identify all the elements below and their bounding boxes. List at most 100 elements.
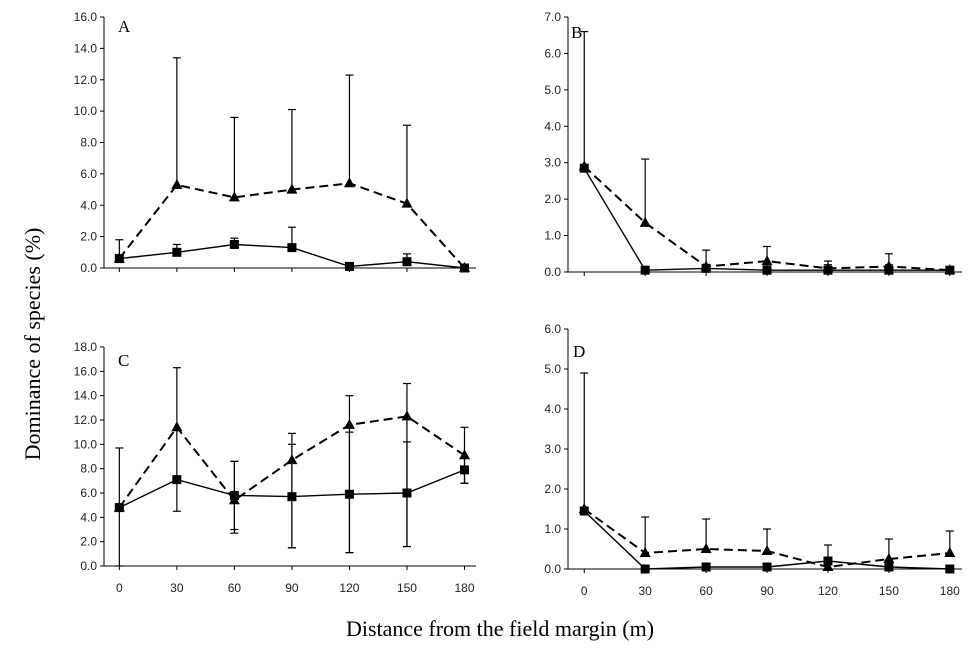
square-marker (402, 257, 412, 267)
square-marker (114, 254, 124, 264)
y-tick-label: 1.0 (544, 522, 561, 536)
series-triangle (578, 503, 956, 571)
square-marker (114, 503, 124, 513)
x-axis-title: Distance from the field margin (m) (346, 616, 654, 641)
x-tick-label: 90 (285, 581, 299, 595)
panel-letter: D (573, 342, 585, 361)
square-marker (344, 489, 354, 499)
series-line (118, 182, 466, 269)
y-tick-label: 12.0 (74, 73, 98, 87)
triangle-marker (171, 178, 183, 189)
x-tick-label: 150 (397, 581, 417, 595)
triangle-marker (639, 547, 651, 557)
square-marker (701, 263, 711, 273)
square-marker (172, 247, 182, 257)
x-tick-label: 60 (228, 581, 242, 595)
square-marker (287, 492, 297, 502)
y-tick-label: 10.0 (74, 437, 98, 451)
square-marker (459, 263, 469, 273)
series-triangle (113, 57, 470, 272)
triangle-marker (883, 553, 895, 563)
x-tick-label: 0 (581, 584, 588, 598)
x-tick-label: 0 (116, 581, 123, 595)
x-tick-label: 90 (760, 584, 774, 598)
triangle-marker (822, 561, 834, 571)
x-tick-label: 120 (818, 584, 838, 598)
x-tick-label: 180 (940, 584, 960, 598)
square-marker (640, 265, 650, 275)
square-marker (762, 562, 772, 572)
x-tick-label: 150 (879, 584, 899, 598)
square-marker (459, 465, 469, 475)
panel-letter: A (118, 17, 131, 36)
triangle-marker (761, 545, 773, 555)
chart-panel-c: 0.0 2.0 4.0 6.0 8.0 10.0 12.0 14.0 16.0 18.0 0 30 60… (74, 340, 476, 595)
x-tick-label: 30 (638, 584, 652, 598)
series-square (114, 431, 469, 554)
triangle-marker (286, 183, 298, 194)
y-tick-label: 4.0 (544, 402, 561, 416)
y-tick-label: 3.0 (544, 156, 561, 170)
y-tick-label: 5.0 (544, 83, 561, 97)
series-triangle (578, 158, 956, 275)
panel-letter: B (571, 23, 582, 42)
series-square (114, 226, 469, 273)
y-tick-label: 16.0 (74, 364, 98, 378)
y-tick-label: 4.0 (544, 119, 561, 133)
chart-panel-b: 0.0 1.0 2.0 3.0 4.0 5.0 6.0 7.0 B (544, 10, 962, 279)
y-tick-label: 18.0 (74, 340, 98, 354)
series-square (579, 30, 955, 275)
y-tick-label: 4.0 (80, 510, 97, 524)
y-tick-label: 12.0 (74, 413, 98, 427)
square-marker (287, 243, 297, 253)
y-tick-label: 2.0 (544, 482, 561, 496)
y-tick-label: 1.0 (544, 229, 561, 243)
y-tick-label: 14.0 (74, 389, 98, 403)
y-tick-label: 14.0 (74, 41, 98, 55)
square-marker (402, 488, 412, 498)
chart-panel-a: 0.0 2.0 4.0 6.0 8.0 10.0 12.0 14.0 16.0 A (74, 10, 476, 275)
y-tick-label: 0.0 (80, 261, 97, 275)
square-marker (823, 265, 833, 275)
panel-letter: C (118, 351, 129, 370)
triangle-marker (700, 543, 712, 553)
x-tick-label: 120 (339, 581, 359, 595)
triangle-marker (343, 418, 355, 429)
y-tick-label: 2.0 (544, 192, 561, 206)
y-tick-label: 6.0 (80, 486, 97, 500)
triangle-marker (401, 197, 413, 208)
square-marker (229, 490, 239, 500)
series-square (579, 372, 955, 574)
triangle-marker (228, 191, 240, 202)
square-marker (344, 261, 354, 271)
square-marker (172, 475, 182, 485)
y-tick-label: 2.0 (80, 535, 97, 549)
y-tick-label: 10.0 (74, 104, 98, 118)
triangle-marker (171, 421, 183, 432)
y-tick-label: 7.0 (544, 10, 561, 24)
triangle-marker (343, 177, 355, 188)
y-tick-label: 0.0 (544, 265, 561, 279)
triangle-marker (639, 216, 651, 227)
y-tick-label: 4.0 (80, 198, 97, 212)
square-marker (945, 265, 955, 275)
y-tick-label: 2.0 (80, 230, 97, 244)
y-tick-label: 5.0 (544, 362, 561, 376)
y-tick-label: 8.0 (80, 462, 97, 476)
square-marker (823, 556, 833, 566)
y-tick-label: 8.0 (80, 136, 97, 150)
y-tick-label: 16.0 (74, 10, 98, 24)
chart-panel-d: 0.0 1.0 2.0 3.0 4.0 5.0 6.0 0 30 60 90 120 150 180 D (544, 322, 962, 598)
y-tick-label: 0.0 (80, 559, 97, 573)
square-marker (579, 163, 589, 173)
y-tick-label: 6.0 (544, 46, 561, 60)
triangle-marker (944, 547, 956, 557)
square-marker (579, 506, 589, 516)
square-marker (229, 239, 239, 249)
triangle-marker (761, 255, 773, 266)
x-tick-label: 60 (699, 584, 713, 598)
y-tick-label: 3.0 (544, 442, 561, 456)
square-marker (762, 265, 772, 275)
square-marker (884, 562, 894, 572)
y-axis-title: Dominance of species (%) (20, 228, 45, 461)
